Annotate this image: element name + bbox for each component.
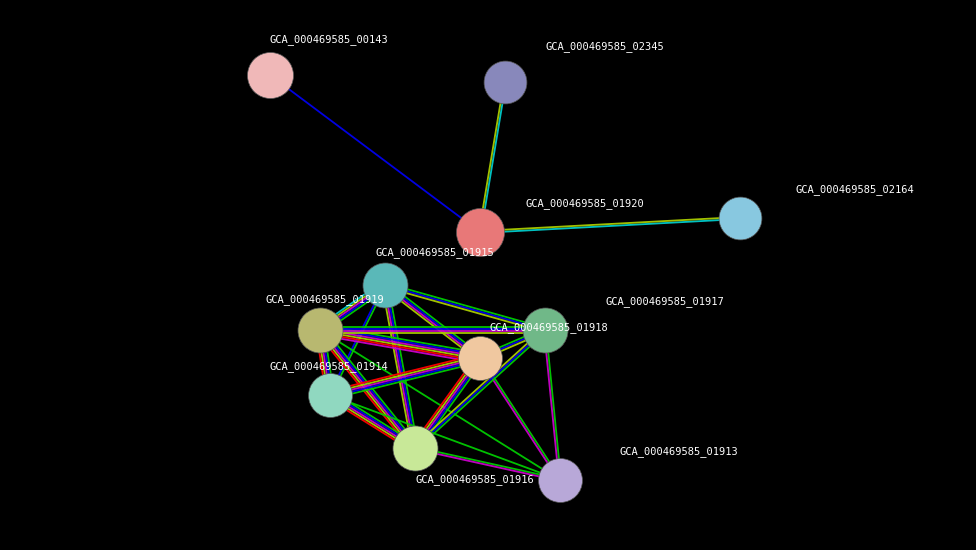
Point — [322, 390, 338, 399]
Point — [407, 444, 423, 453]
Text: GCA_000469585_02164: GCA_000469585_02164 — [795, 185, 914, 195]
Text: GCA_000469585_01915: GCA_000469585_01915 — [375, 248, 494, 258]
Point — [732, 213, 748, 222]
Point — [552, 476, 568, 485]
Text: GCA_000469585_01920: GCA_000469585_01920 — [525, 199, 644, 210]
Text: GCA_000469585_01917: GCA_000469585_01917 — [605, 296, 724, 307]
Point — [472, 228, 488, 236]
Point — [312, 326, 328, 334]
Text: GCA_000469585_01914: GCA_000469585_01914 — [270, 361, 388, 372]
Text: GCA_000469585_02345: GCA_000469585_02345 — [545, 42, 664, 52]
Point — [263, 70, 278, 79]
Point — [472, 354, 488, 362]
Point — [537, 326, 552, 334]
Text: GCA_000469585_01913: GCA_000469585_01913 — [620, 447, 739, 458]
Text: GCA_000469585_01916: GCA_000469585_01916 — [415, 475, 534, 486]
Text: GCA_000469585_01918: GCA_000469585_01918 — [490, 322, 609, 333]
Text: GCA_000469585_01919: GCA_000469585_01919 — [265, 295, 384, 305]
Point — [497, 78, 512, 86]
Text: GCA_000469585_00143: GCA_000469585_00143 — [270, 35, 388, 46]
Point — [377, 280, 392, 289]
